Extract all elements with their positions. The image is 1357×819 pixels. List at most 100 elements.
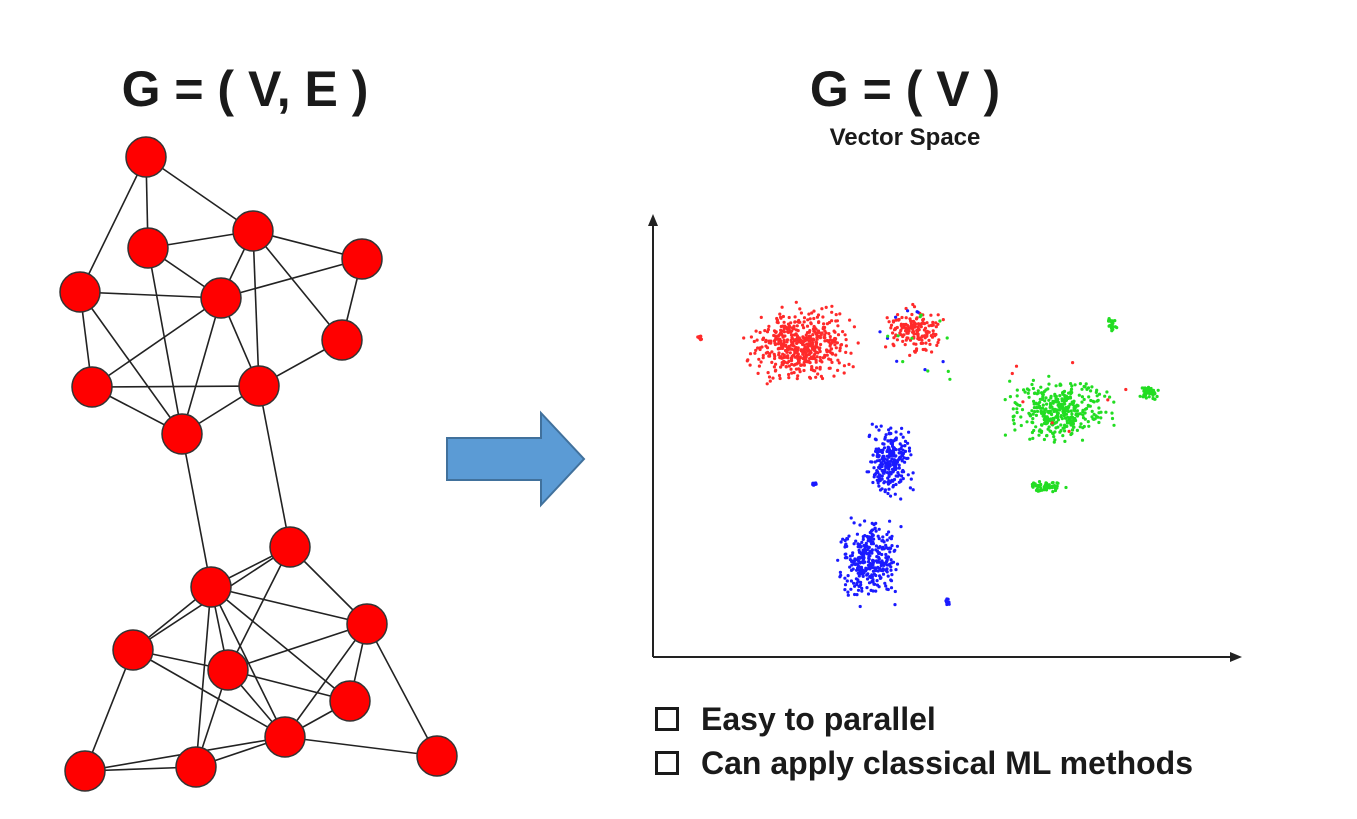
scatter-point	[754, 329, 758, 333]
scatter-point	[1056, 397, 1060, 401]
scatter-point	[852, 581, 856, 585]
scatter-point	[1003, 433, 1008, 437]
scatter-point	[1077, 393, 1081, 397]
scatter-point	[787, 324, 792, 328]
scatter-point	[797, 318, 801, 323]
embedding-scatter	[696, 300, 1160, 609]
scatter-point	[1043, 487, 1047, 492]
scatter-point	[1075, 409, 1079, 413]
scatter-point	[1053, 438, 1057, 442]
scatter-point	[1057, 403, 1061, 407]
scatter-point	[791, 353, 795, 357]
scatter-point	[879, 450, 884, 454]
scatter-point	[1107, 324, 1111, 328]
scatter-point	[833, 330, 837, 334]
scatter-point	[1070, 384, 1074, 388]
scatter-point	[899, 323, 903, 328]
scatter-point	[857, 548, 861, 552]
scatter-point	[851, 551, 855, 555]
scatter-point	[787, 326, 791, 331]
scatter-point	[846, 593, 850, 597]
scatter-point	[936, 340, 940, 345]
scatter-point	[900, 474, 904, 478]
scatter-point	[887, 467, 891, 471]
scatter-point	[867, 581, 872, 585]
scatter-point	[930, 323, 934, 328]
scatter-point	[861, 537, 865, 542]
scatter-point	[1019, 415, 1023, 419]
scatter-point	[1036, 391, 1040, 395]
scatter-point	[838, 346, 842, 350]
scatter-point	[935, 343, 939, 347]
scatter-point	[901, 435, 905, 439]
scatter-point	[844, 338, 848, 342]
scatter-point	[830, 360, 834, 364]
scatter-point	[929, 313, 933, 317]
scatter-point	[910, 312, 914, 317]
graph-node	[127, 227, 169, 269]
scatter-point	[1036, 485, 1040, 489]
scatter-point	[805, 331, 810, 335]
scatter-point	[792, 344, 796, 348]
scatter-point	[807, 353, 811, 357]
scatter-point	[763, 329, 767, 333]
scatter-point	[749, 335, 754, 339]
scatter-point	[1045, 402, 1049, 406]
scatter-point	[843, 576, 847, 580]
scatter-point	[1011, 415, 1015, 419]
scatter-point	[1108, 395, 1112, 399]
scatter-point	[812, 316, 816, 321]
scatter-point	[799, 340, 803, 345]
scatter-point	[874, 425, 879, 429]
scatter-point	[856, 567, 860, 571]
scatter-point	[815, 315, 820, 319]
scatter-point	[1083, 407, 1087, 411]
graph-node	[341, 238, 383, 280]
scatter-point	[882, 442, 886, 446]
scatter-point	[1051, 481, 1055, 485]
scatter-point	[888, 519, 892, 523]
scatter-point	[1047, 382, 1051, 386]
scatter-point	[843, 583, 848, 587]
scatter-point	[792, 371, 796, 375]
scatter-point	[889, 449, 893, 454]
scatter-point	[889, 568, 893, 572]
scatter-point	[878, 576, 883, 581]
scatter-point	[825, 353, 829, 357]
scatter-point	[886, 439, 891, 443]
scatter-point	[1048, 429, 1052, 433]
scatter-point	[1094, 414, 1098, 418]
scatter-point	[890, 544, 894, 548]
scatter-point	[1021, 400, 1025, 404]
scatter-point	[877, 537, 881, 541]
scatter-point	[799, 311, 804, 315]
graph-edge	[252, 230, 260, 387]
scatter-point	[911, 471, 915, 475]
scatter-point	[941, 318, 945, 322]
scatter-point	[1045, 434, 1049, 438]
scatter-point	[886, 334, 890, 338]
scatter-point	[789, 367, 793, 371]
scatter-point	[798, 307, 802, 311]
scatter-point	[807, 336, 811, 340]
scatter-point	[797, 340, 801, 344]
scatter-point	[889, 586, 894, 590]
scatter-point	[937, 338, 941, 342]
scatter-point	[809, 351, 813, 355]
scatter-point	[880, 559, 884, 563]
scatter-point	[815, 355, 819, 359]
scatter-point	[872, 475, 876, 479]
scatter-point	[1032, 399, 1036, 403]
scatter-point	[1052, 408, 1056, 412]
scatter-point	[802, 336, 806, 340]
scatter-point	[795, 377, 799, 381]
scatter-point	[875, 579, 879, 583]
scatter-point	[889, 459, 893, 463]
graph-edge	[210, 586, 286, 738]
scatter-point	[1083, 385, 1087, 389]
scatter-point	[1030, 382, 1034, 387]
scatter-point	[856, 542, 860, 546]
scatter-point	[909, 319, 914, 324]
x-axis-arrowhead	[1230, 652, 1242, 662]
